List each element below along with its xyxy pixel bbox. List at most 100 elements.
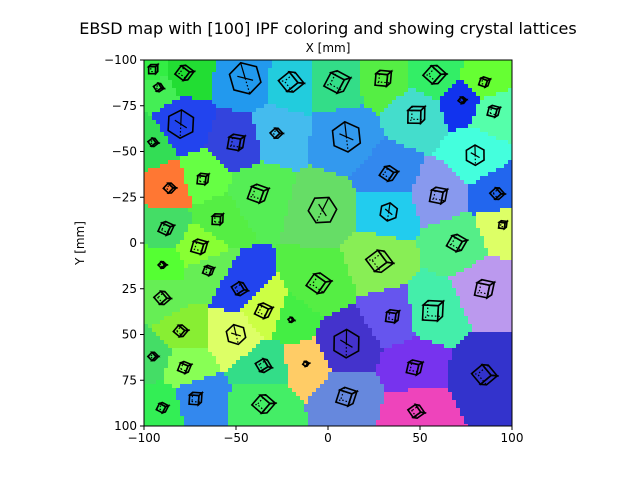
grain-cell	[492, 200, 497, 205]
grain-cell	[208, 248, 213, 253]
grain-cell	[460, 204, 465, 209]
grain-cell	[360, 168, 365, 173]
grain-cell	[184, 244, 189, 249]
grain-cell	[168, 204, 173, 209]
grain-cell	[320, 248, 325, 253]
grain-cell	[260, 244, 265, 249]
grain-cell	[276, 260, 281, 265]
grain-cell	[412, 84, 417, 89]
grain-cell	[232, 172, 237, 177]
grain-cell	[496, 80, 501, 85]
grain-cell	[156, 124, 161, 129]
grain-cell	[336, 224, 341, 229]
grain-cell	[288, 60, 293, 65]
grain-cell	[456, 64, 461, 69]
grain-cell	[172, 108, 177, 113]
grain-cell	[284, 140, 289, 145]
grain-cell	[144, 228, 149, 233]
grain-cell	[196, 156, 201, 161]
grain-cell	[396, 204, 401, 209]
grain-cell	[340, 256, 345, 261]
grain-cell	[208, 168, 213, 173]
grain-cell	[300, 208, 305, 213]
grain-cell	[392, 248, 397, 253]
grain-cell	[420, 220, 425, 225]
grain-cell	[220, 236, 225, 241]
grain-cell	[200, 80, 205, 85]
grain-cell	[500, 168, 505, 173]
grain-cell	[200, 224, 205, 229]
grain-cell	[484, 216, 489, 221]
grain-cell	[176, 208, 181, 213]
grain-cell	[316, 232, 321, 237]
grain-cell	[308, 188, 313, 193]
grain-cell	[372, 132, 377, 137]
grain-cell	[324, 104, 329, 109]
grain-cell	[220, 120, 225, 125]
grain-cell	[452, 156, 457, 161]
grain-cell	[424, 220, 429, 225]
grain-cell	[492, 128, 497, 133]
grain-cell	[508, 160, 512, 165]
grain-cell	[200, 204, 205, 209]
grain-cell	[492, 160, 497, 165]
grain-cell	[188, 72, 193, 77]
grain-cell	[344, 112, 349, 117]
grain-cell	[352, 196, 357, 201]
grain-cell	[372, 92, 377, 97]
grain-cell	[228, 96, 233, 101]
grain-cell	[364, 240, 369, 245]
grain-cell	[148, 164, 153, 169]
grain-cell	[440, 172, 445, 177]
grain-cell	[176, 168, 181, 173]
grain-cell	[236, 276, 241, 281]
grain-cell	[452, 60, 457, 65]
grain-cell	[508, 148, 512, 153]
grain-cell	[248, 272, 253, 277]
grain-cell	[192, 144, 197, 149]
grain-cell	[444, 176, 449, 181]
grain-cell	[492, 216, 497, 221]
grain-cell	[416, 168, 421, 173]
grain-cell	[180, 180, 185, 185]
grain-cell	[340, 224, 345, 229]
grain-cell	[304, 132, 309, 137]
grain-cell	[372, 148, 377, 153]
grain-cell	[304, 60, 309, 65]
grain-cell	[416, 252, 421, 257]
grain-cell	[176, 216, 181, 221]
grain-cell	[272, 184, 277, 189]
grain-cell	[224, 196, 229, 201]
grain-cell	[196, 268, 201, 273]
grain-cell	[172, 236, 177, 241]
grain-cell	[380, 60, 385, 65]
grain-cell	[304, 96, 309, 101]
grain-cell	[480, 232, 485, 237]
grain-cell	[204, 208, 209, 213]
grain-cell	[328, 188, 333, 193]
grain-cell	[212, 148, 217, 153]
grain-cell	[364, 192, 369, 197]
grain-cell	[212, 96, 217, 101]
grain-cell	[188, 216, 193, 221]
grain-cell	[388, 120, 393, 125]
grain-cell	[364, 216, 369, 221]
grain-cell	[156, 252, 161, 257]
grain-cell	[228, 88, 233, 93]
grain-cell	[188, 208, 193, 213]
grain-cell	[152, 116, 157, 121]
grain-cell	[240, 120, 245, 125]
grain-cell	[220, 144, 225, 149]
grain-cell	[272, 188, 277, 193]
grain-cell	[432, 88, 437, 93]
grain-cell	[156, 212, 161, 217]
grain-cell	[248, 236, 253, 241]
grain-cell	[200, 228, 205, 233]
grain-cell	[196, 232, 201, 237]
grain-cell	[272, 224, 277, 229]
grain-cell	[268, 188, 273, 193]
grain-cell	[504, 244, 509, 249]
grain-cell	[444, 184, 449, 189]
grain-cell	[164, 216, 169, 221]
grain-cell	[272, 228, 277, 233]
